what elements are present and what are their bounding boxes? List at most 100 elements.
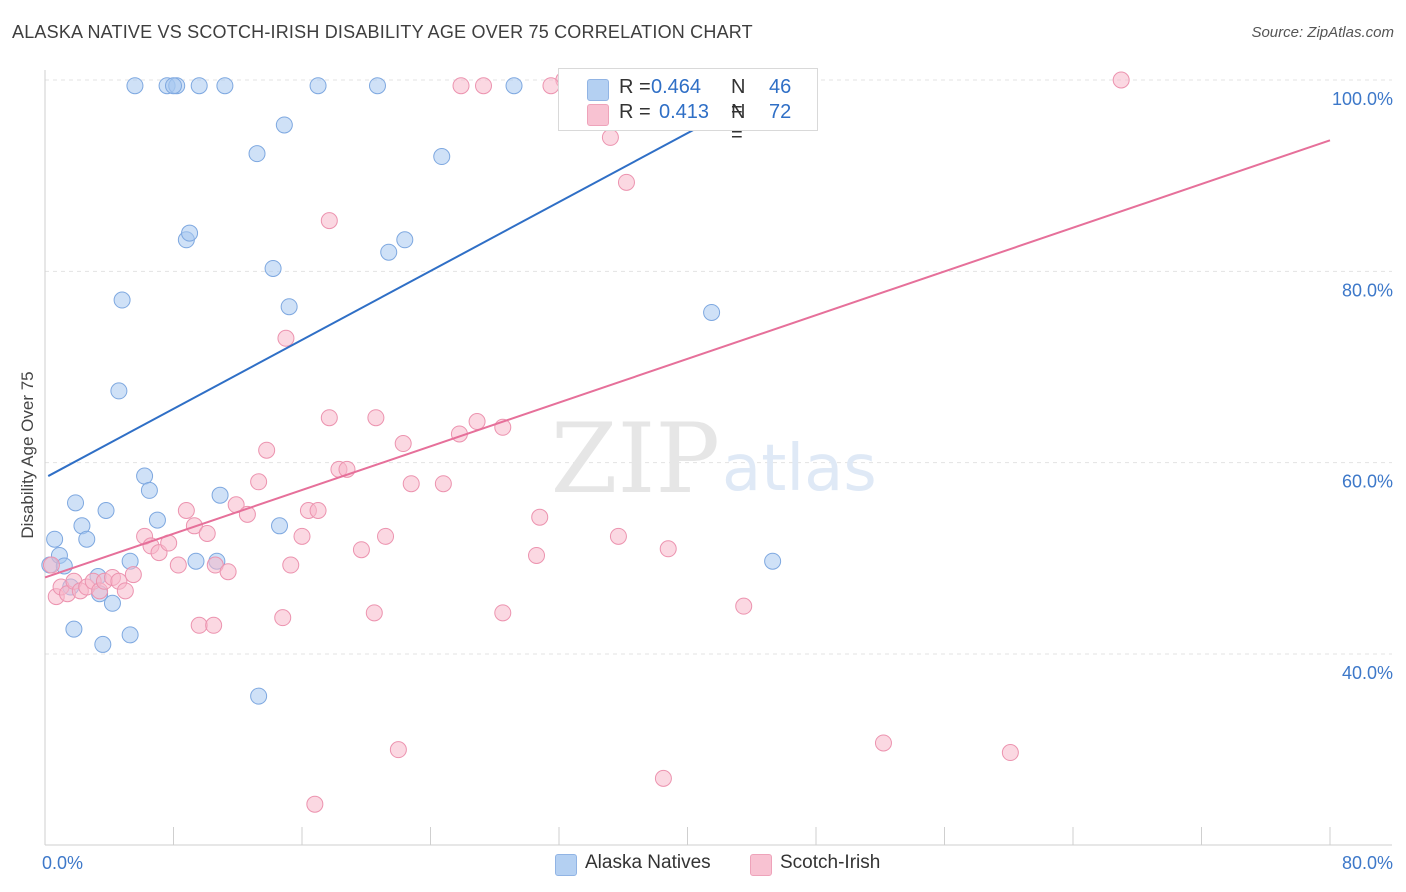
alaska-natives-point: [121, 626, 139, 644]
scotch-irish-point: [198, 524, 216, 542]
alaska-natives-point: [396, 231, 414, 249]
alaska-natives-point: [275, 116, 293, 134]
alaska-natives-point: [309, 77, 327, 95]
scotch-irish-point: [468, 413, 486, 431]
legend-r-value: 0.413: [659, 101, 710, 123]
alaska-natives-point: [248, 145, 266, 163]
scotch-irish-point: [352, 541, 370, 559]
data-points: [41, 71, 1130, 813]
alaska-natives-point: [78, 530, 96, 548]
bottom-legend-swatch-alaska-natives: [555, 854, 577, 876]
y-axis-label: Disability Age Over 75: [18, 371, 37, 538]
alaska-natives-point: [67, 494, 85, 512]
scotch-irish-point: [124, 566, 142, 584]
scotch-irish-point: [258, 441, 276, 459]
alaska-natives-point: [250, 687, 268, 705]
scotch-irish-point: [452, 77, 470, 95]
scotch-irish-point: [320, 212, 338, 230]
alaska-natives-point: [380, 243, 398, 261]
scotch-irish-point: [735, 597, 753, 615]
alaska-natives-point: [148, 511, 166, 529]
scotch-irish-point: [367, 409, 385, 427]
alaska-natives-point: [181, 224, 199, 242]
scotch-irish-point: [306, 795, 324, 813]
alaska-natives-point: [103, 594, 121, 612]
scotch-irish-trend-line: [44, 139, 1331, 579]
x-tick-label: 0.0%: [42, 853, 83, 873]
y-tick-label: 80.0%: [1342, 280, 1393, 300]
alaska-natives-point: [368, 77, 386, 95]
legend-n-label: N =: [731, 76, 746, 121]
scotch-irish-point: [394, 435, 412, 453]
scotch-irish-point: [528, 546, 546, 564]
alaska-natives-point: [271, 517, 289, 535]
scotch-irish-point: [475, 77, 493, 95]
bottom-legend-swatch-scotch-irish: [750, 854, 772, 876]
scotch-irish-point: [531, 508, 549, 526]
legend: R = 0.464 N = 46 R = 0.413 N = 72: [558, 68, 818, 146]
scotch-irish-point: [659, 540, 677, 558]
alaska-natives-point: [703, 303, 721, 321]
alaska-natives-point: [433, 148, 451, 166]
x-tick-label: 80.0%: [1342, 853, 1393, 873]
scotch-irish-point: [494, 604, 512, 622]
legend-n-value: 72: [769, 101, 792, 123]
alaska-natives-point: [764, 552, 782, 570]
scotch-irish-point: [205, 616, 223, 634]
scotch-irish-point: [601, 128, 619, 146]
scotch-irish-point: [402, 475, 420, 493]
scotch-irish-point: [277, 329, 295, 347]
legend-n-value: 46: [769, 76, 792, 98]
gridlines: [45, 79, 1392, 655]
alaska-natives-point: [211, 486, 229, 504]
scotch-irish-point: [116, 582, 134, 600]
scotch-irish-point: [874, 734, 892, 752]
bottom-legend-label-scotch-irish: Scotch-Irish: [780, 852, 881, 873]
scotch-irish-point: [250, 473, 268, 491]
alaska-natives-point: [110, 382, 128, 400]
legend-r-label: R =: [619, 76, 651, 98]
scotch-irish-point: [309, 502, 327, 519]
scotch-irish-point: [609, 527, 627, 545]
alaska-natives-point: [264, 259, 282, 277]
bottom-legend-label-alaska-natives: Alaska Natives: [585, 852, 711, 873]
y-tick-label: 60.0%: [1342, 472, 1393, 492]
scotch-irish-point: [293, 527, 311, 545]
alaska-natives-point: [280, 298, 298, 316]
alaska-natives-point: [126, 77, 144, 95]
trend-lines: [44, 76, 1331, 579]
alaska-natives-point: [113, 291, 131, 309]
watermark-atlas: atlas: [722, 432, 877, 506]
scotch-irish-point: [274, 609, 292, 627]
scotch-irish-point: [219, 563, 237, 581]
y-tick-label: 40.0%: [1342, 663, 1393, 683]
tick-labels: 40.0% 60.0% 80.0% 100.0% 0.0% 80.0%: [42, 89, 1393, 873]
scotch-irish-point: [42, 556, 60, 574]
alaska-natives-point: [140, 481, 158, 499]
alaska-natives-point: [94, 635, 112, 653]
scotch-irish-point: [434, 475, 452, 493]
y-tick-label: 100.0%: [1332, 89, 1393, 109]
legend-swatch-scotch-irish: [587, 104, 609, 126]
scotch-irish-point: [654, 769, 672, 787]
scotch-irish-point: [365, 604, 383, 622]
legend-r-value: 0.464: [651, 76, 702, 98]
legend-r-label: R =: [619, 101, 651, 123]
alaska-natives-point: [505, 77, 523, 95]
scotch-irish-point: [282, 556, 300, 574]
legend-n-label: N =: [731, 101, 746, 146]
alaska-natives-point: [136, 467, 154, 485]
alaska-natives-point: [165, 77, 182, 95]
scotch-irish-point: [190, 616, 208, 634]
scotch-irish-point: [617, 173, 635, 191]
scotch-irish-point: [1001, 744, 1019, 762]
scotch-irish-point: [177, 502, 195, 519]
alaska-natives-point: [65, 620, 83, 638]
alaska-natives-point: [187, 552, 205, 570]
scotch-irish-point: [542, 77, 560, 95]
alaska-natives-trend-line: [47, 76, 793, 477]
scotch-irish-point: [320, 409, 338, 427]
alaska-natives-point: [97, 502, 115, 519]
watermark-zip: ZIP: [551, 403, 720, 515]
